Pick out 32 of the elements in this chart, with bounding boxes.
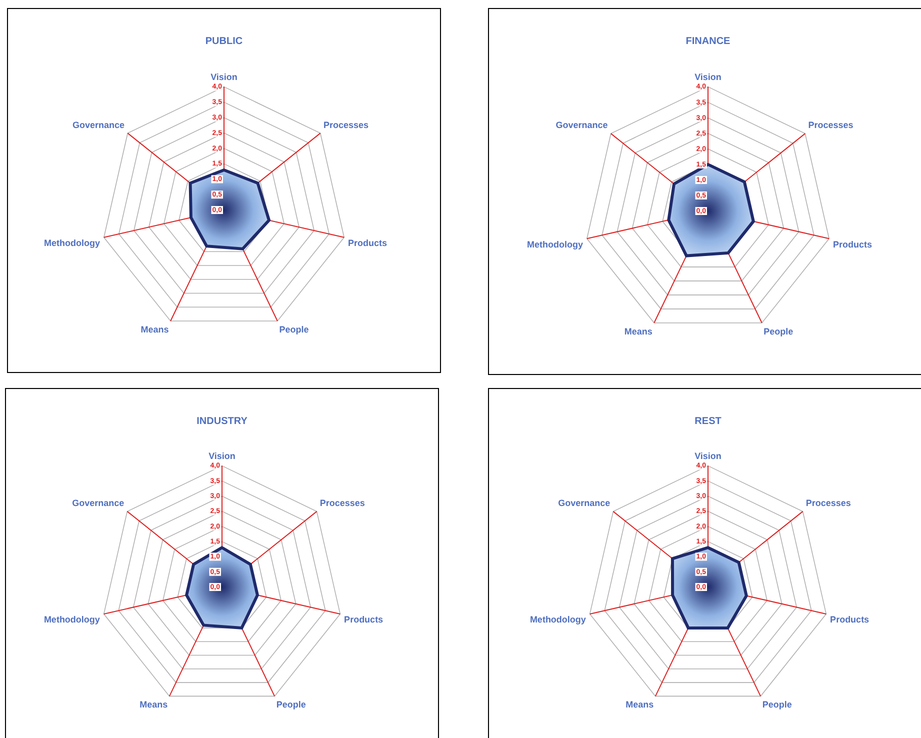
spoke-label: Processes: [808, 120, 854, 130]
spoke-label: Products: [832, 239, 872, 250]
spoke-label: Means: [626, 700, 654, 710]
spoke-label: People: [764, 326, 794, 336]
spoke-label: Methodology: [44, 614, 100, 625]
spoke-label: Methodology: [44, 238, 100, 248]
spoke-label: People: [762, 700, 792, 710]
spoke-label: Means: [140, 324, 169, 334]
spoke-label: Vision: [694, 72, 722, 82]
chart-title: REST: [694, 416, 722, 427]
spoke-label: Vision: [208, 450, 236, 461]
spoke-label: Methodology: [530, 614, 586, 625]
spoke-label: Methodology: [527, 239, 584, 250]
spoke-label: Means: [624, 326, 652, 336]
spoke-label: Products: [830, 614, 870, 625]
spoke-label: Governance: [72, 120, 125, 130]
spoke-label: Governance: [558, 498, 610, 508]
spoke-label: Processes: [323, 120, 368, 130]
spoke-label: Vision: [210, 72, 238, 82]
chart-title: INDUSTRY: [196, 416, 248, 427]
spoke-label: People: [279, 324, 309, 334]
spoke-label: Processes: [806, 498, 851, 508]
spoke-label: Vision: [694, 450, 722, 461]
spoke-label: Products: [344, 614, 384, 625]
spoke-label: Processes: [320, 498, 365, 508]
spoke-label: Governance: [72, 498, 124, 508]
chart-title: FINANCE: [686, 36, 731, 47]
spoke-label: Governance: [556, 120, 608, 130]
spoke-label: People: [276, 700, 306, 710]
spoke-label: Products: [348, 238, 388, 248]
spoke-label: Means: [140, 700, 168, 710]
chart-title: PUBLIC: [205, 36, 243, 47]
